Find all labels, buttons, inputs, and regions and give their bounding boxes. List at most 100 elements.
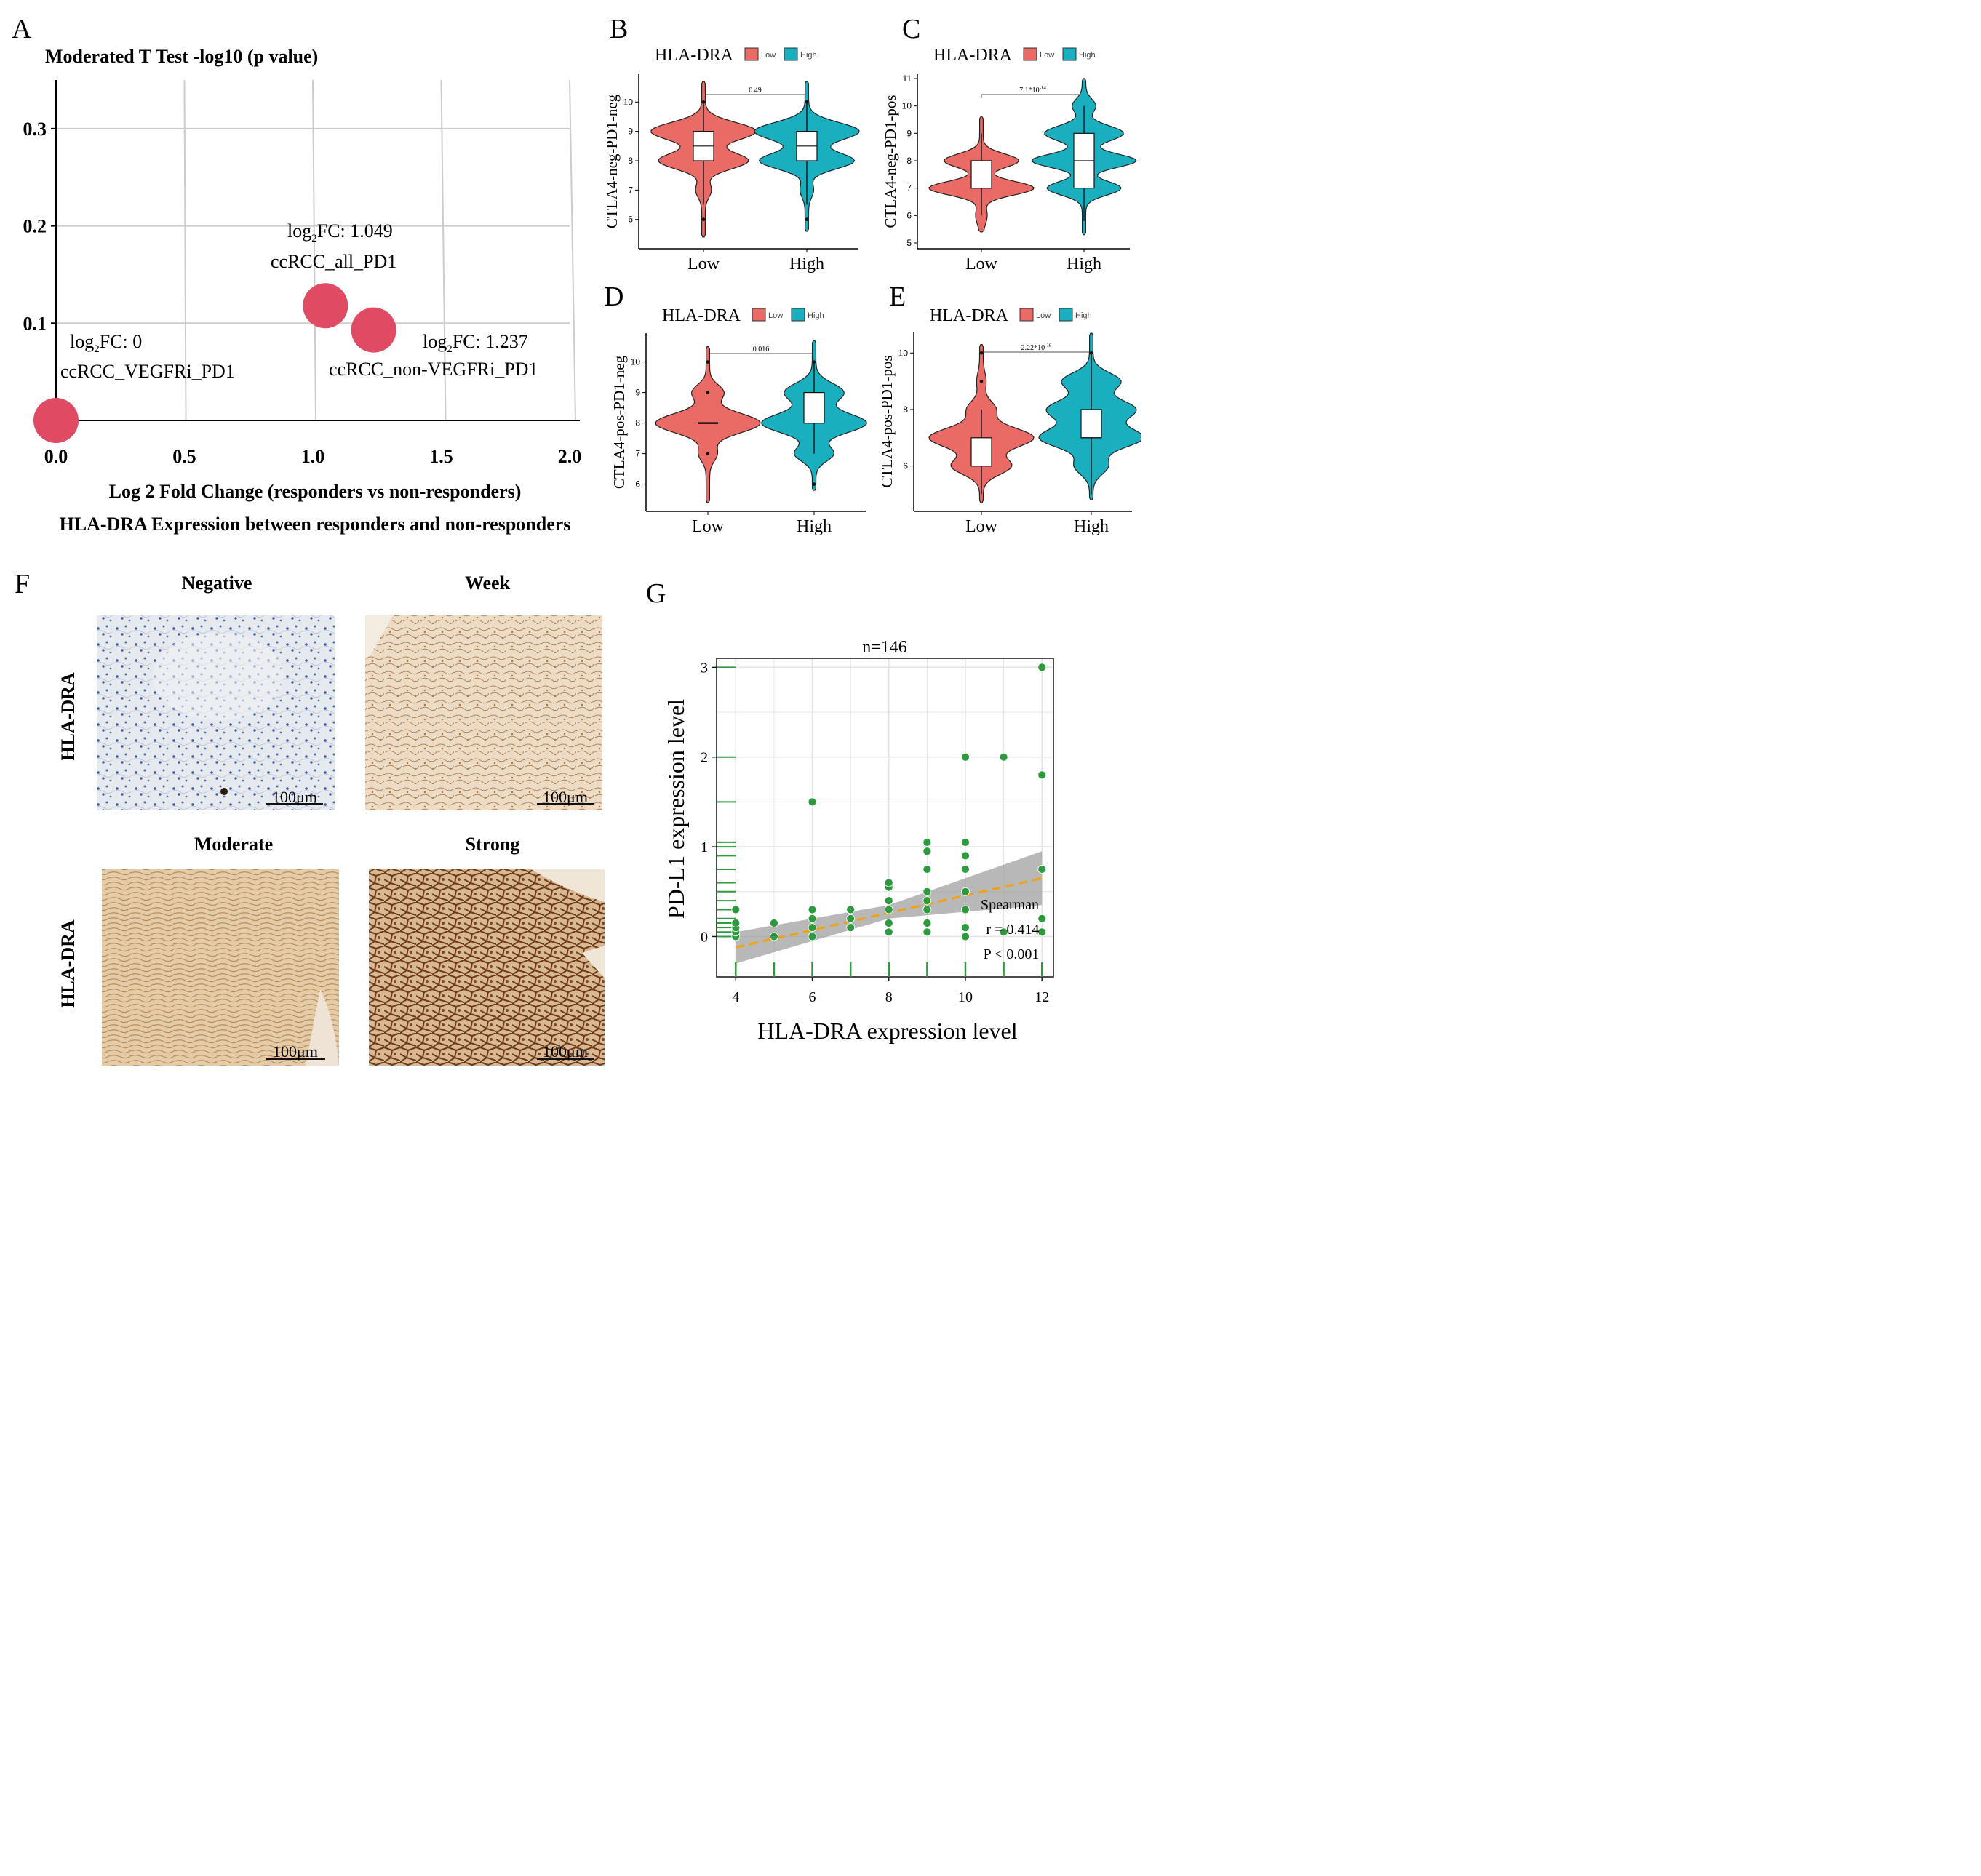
violin-panel-c: C HLA-DRA Low High 5 6 7 8 9 10 11 CTLA4-neg-PD1-po…	[882, 14, 1137, 274]
panel-g-point	[999, 927, 1008, 937]
legend-swatch-high	[1059, 308, 1073, 322]
violin-y-tick-label: 11	[903, 73, 912, 84]
violin-y-tick-label: 7	[635, 449, 640, 459]
violin-outlier	[805, 217, 809, 222]
violin-box	[970, 160, 992, 189]
panel-g-point	[884, 878, 893, 887]
panel-g-point	[922, 927, 932, 937]
panel-g-point	[961, 752, 970, 762]
panel-a-points	[33, 283, 396, 443]
violin-outlier	[706, 391, 710, 394]
panel-g-x-tick-label: 10	[958, 989, 973, 1005]
violin-outlier	[812, 360, 816, 364]
legend-label-high: High	[1075, 311, 1092, 320]
panel-g-x-label: HLA-DRA expression level	[757, 1018, 1017, 1044]
panel-letter-g: G	[646, 578, 666, 609]
violin-y-label: CTLA4-neg-PD1-pos	[882, 95, 899, 228]
panel-letter-e: E	[889, 282, 906, 312]
panel-g-stat-0: Spearman	[981, 897, 1039, 913]
panel-g-point	[961, 838, 970, 847]
violin-x-tick-label: High	[789, 255, 824, 274]
panel-a-title: Moderated T Test -log10 (p value)	[45, 46, 318, 67]
panel-g-point	[808, 797, 817, 807]
violin-x-tick-label: Low	[965, 255, 998, 274]
panel-g-point	[961, 923, 970, 933]
panel-g-point	[808, 932, 817, 941]
panel-g-point	[1037, 663, 1047, 672]
panel-g-point	[1037, 770, 1047, 780]
panel-g-stat-2: P < 0.001	[984, 946, 1040, 962]
panel-g-point	[884, 919, 893, 927]
panel-g-point	[1037, 865, 1047, 874]
legend-label-high: High	[1079, 51, 1096, 60]
panel-g-point	[961, 865, 970, 874]
ihc-image-moderate: 100μm	[102, 869, 339, 1066]
panel-g-x-tick-label: 8	[885, 989, 893, 1005]
panel-g-y-label: PD-L1 expression level	[663, 699, 689, 919]
violin-y-tick-label: 8	[903, 404, 908, 415]
point-label-name-non-vegfri: ccRCC_non-VEGFRi_PD1	[329, 359, 538, 380]
pvalue-label: 0.016	[753, 346, 770, 354]
legend-swatch-low	[1019, 308, 1034, 322]
legend-title: HLA-DRA	[933, 46, 1013, 65]
violin-x-tick-label: High	[1074, 517, 1109, 536]
violin-outlier	[1089, 351, 1093, 355]
violin-outlier	[812, 482, 816, 486]
legend-title: HLA-DRA	[655, 46, 734, 65]
panel-letter-d: D	[604, 282, 623, 312]
ihc-title-strong: Strong	[466, 834, 520, 855]
legend-swatch-high	[791, 308, 805, 322]
legend-swatch-low	[744, 47, 759, 61]
violin-x-tick-label: Low	[692, 517, 725, 536]
panel-g-point	[884, 927, 893, 937]
panel-g-point	[922, 838, 932, 847]
legend-label-high: High	[800, 51, 817, 60]
legend-label-low: Low	[1040, 51, 1054, 60]
violin-box	[803, 391, 825, 424]
panel-g-frame	[716, 658, 1054, 978]
panel-g-point	[770, 932, 778, 941]
violin-y-tick-label: 7	[906, 183, 912, 193]
figure-canvas: A Moderated T Test -log10 (p value) 0.10…	[12, 14, 1141, 1066]
violin-y-tick-label: 6	[628, 215, 633, 225]
violin-y-label: CTLA4-pos-PD1-neg	[610, 355, 628, 489]
panel-g-point	[731, 919, 741, 927]
legend-label-low: Low	[1036, 311, 1051, 320]
panel-g-point	[808, 923, 817, 933]
violin-y-tick-label: 9	[906, 128, 912, 138]
ihc-image-strong: 100μm	[369, 869, 605, 1066]
panel-g-y-tick-label: 1	[701, 839, 708, 855]
legend-label-low: Low	[768, 311, 783, 320]
panel-letter-a: A	[12, 14, 32, 44]
violin-outlier	[701, 100, 706, 104]
violin-y-tick-label: 10	[623, 97, 634, 107]
panel-g-point	[922, 919, 932, 927]
panel-a-x-tick-label: 0.0	[44, 446, 68, 467]
panel-letter-b: B	[610, 14, 628, 44]
ihc-image-negative: 100μm	[97, 615, 335, 810]
scale-bar-label-moderate: 100μm	[273, 1042, 318, 1061]
ihc-row-label-top: HLA-DRA	[57, 672, 79, 761]
panel-letter-c: C	[902, 14, 920, 44]
panel-a-x-tick-label: 1.5	[429, 446, 453, 467]
panel-g-point	[1037, 914, 1047, 923]
panel-g-point	[922, 905, 932, 914]
violin-outlier	[701, 217, 706, 222]
violin-y-tick-label: 6	[903, 461, 908, 471]
legend-title: HLA-DRA	[930, 306, 1009, 325]
panel-a-axes	[55, 80, 580, 421]
violin-outlier	[706, 360, 710, 364]
violin-y-tick-label: 8	[628, 156, 633, 166]
pvalue-label: 0.49	[749, 87, 762, 95]
panel-a-bubble	[303, 283, 348, 329]
violin-box	[1080, 409, 1102, 439]
violin-y-tick-label: 6	[635, 479, 640, 490]
violin-y-tick-label: 9	[635, 388, 640, 398]
violin-y-label: CTLA4-pos-PD1-pos	[878, 356, 896, 488]
violin-x-tick-label: Low	[687, 255, 720, 274]
panel-g-point	[999, 752, 1008, 762]
